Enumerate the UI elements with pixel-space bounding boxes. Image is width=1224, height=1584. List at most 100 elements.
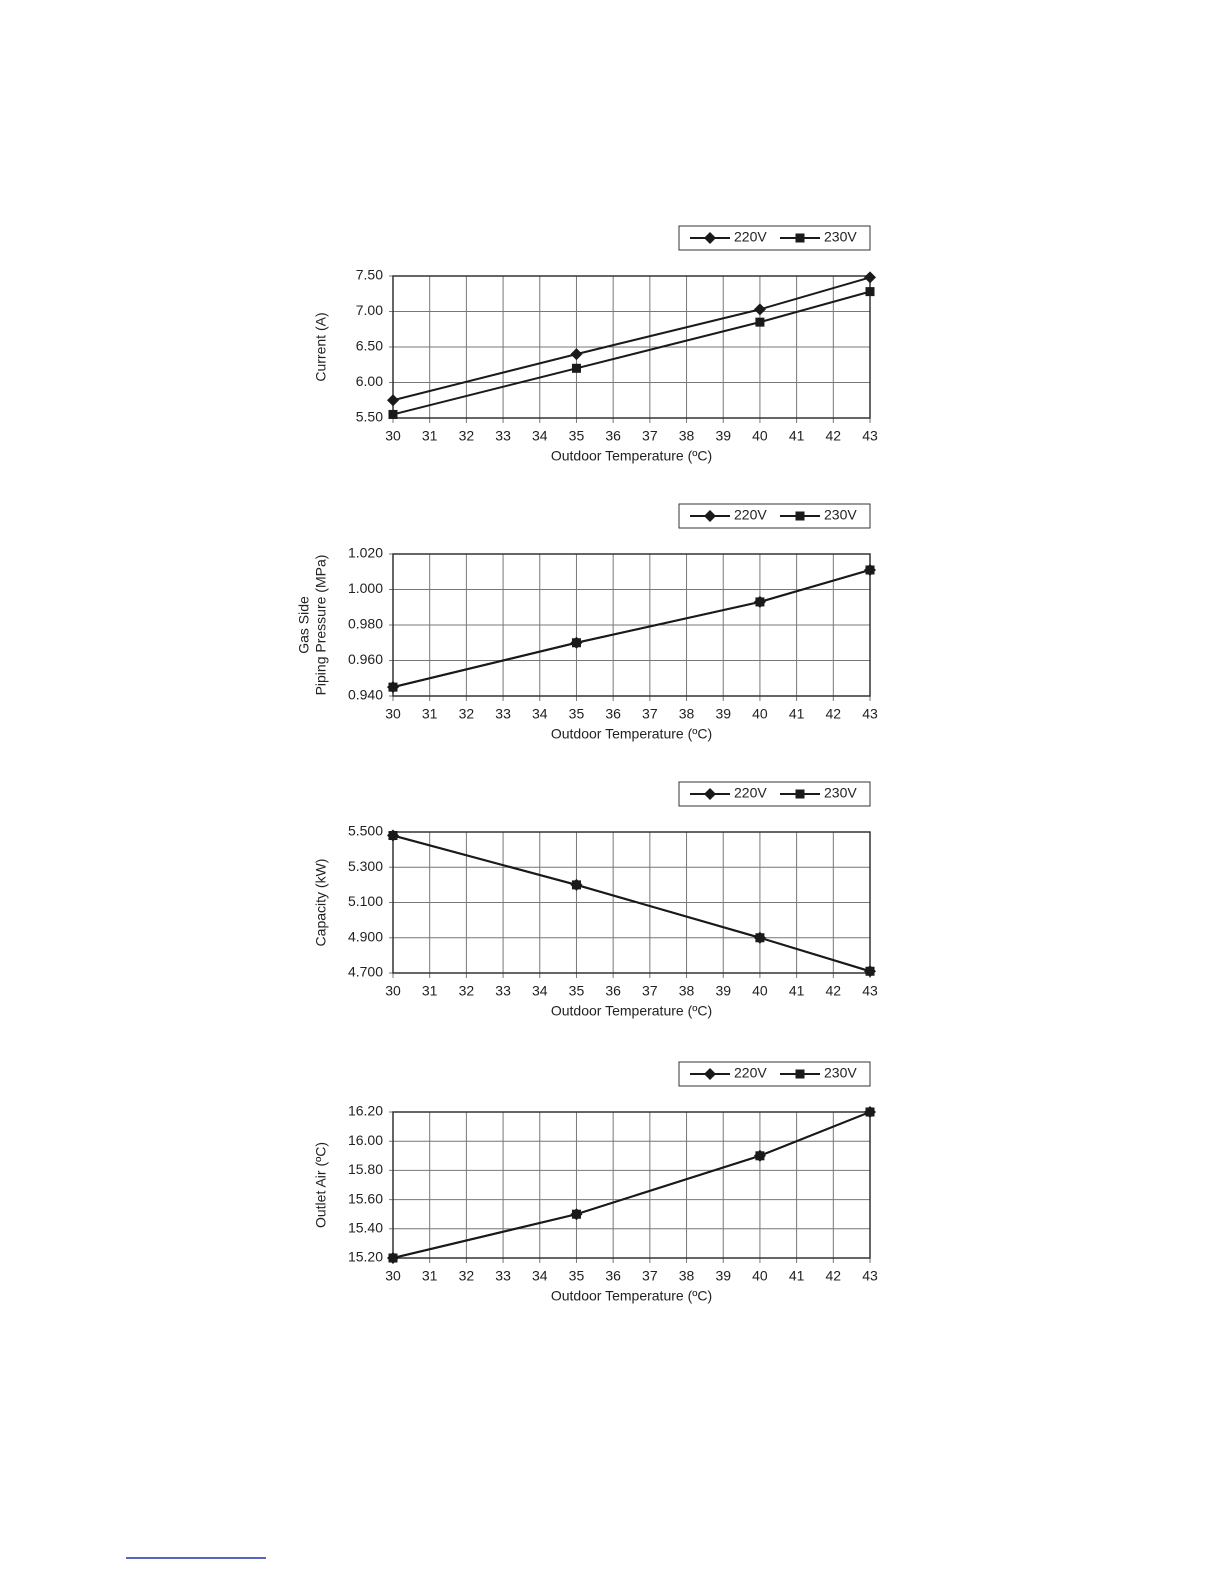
y-tick-label: 16.20 [348, 1103, 383, 1119]
x-tick-label: 34 [532, 983, 548, 999]
y-tick-label: 6.00 [356, 373, 383, 389]
legend-marker [795, 789, 805, 799]
x-tick-label: 41 [789, 1268, 805, 1284]
x-tick-label: 33 [495, 706, 511, 722]
y-tick-label: 4.900 [348, 928, 383, 944]
y-tick-label: 15.60 [348, 1190, 383, 1206]
data-point [387, 394, 399, 407]
y-tick-label: 5.50 [356, 409, 383, 425]
x-tick-label: 35 [569, 1268, 585, 1284]
legend-marker [795, 511, 805, 521]
data-point [571, 638, 581, 648]
legend-label: 230V [824, 1065, 857, 1081]
x-tick-label: 43 [862, 983, 878, 999]
y-axis-title: Gas Side [296, 596, 312, 654]
y-axis-title: Piping Pressure (MPa) [313, 555, 329, 696]
plot-frame [392, 1111, 871, 1259]
x-tick-label: 30 [385, 706, 401, 722]
x-tick-label: 36 [605, 1268, 621, 1284]
y-tick-label: 0.940 [348, 687, 383, 703]
x-tick-label: 35 [569, 706, 585, 722]
x-tick-label: 40 [752, 983, 768, 999]
x-tick-label: 38 [679, 706, 695, 722]
y-tick-label: 0.980 [348, 616, 383, 632]
x-tick-label: 37 [642, 1268, 658, 1284]
legend-label: 220V [734, 785, 767, 801]
y-tick-label: 15.40 [348, 1220, 383, 1236]
x-tick-label: 30 [385, 428, 401, 444]
x-tick-label: 31 [422, 428, 438, 444]
x-tick-label: 37 [642, 428, 658, 444]
x-axis-title: Outdoor Temperature (ºC) [551, 726, 712, 742]
data-point [388, 409, 398, 419]
x-tick-label: 42 [826, 1268, 842, 1284]
x-tick-label: 40 [752, 1268, 768, 1284]
y-tick-label: 16.00 [348, 1132, 383, 1148]
x-tick-label: 39 [715, 1268, 731, 1284]
x-tick-label: 33 [495, 983, 511, 999]
x-tick-label: 43 [862, 1268, 878, 1284]
data-point [571, 880, 581, 890]
x-tick-label: 43 [862, 428, 878, 444]
y-axis-title: Outlet Air (ºC) [313, 1142, 329, 1228]
legend-marker [704, 1068, 716, 1080]
data-point [755, 317, 765, 327]
x-tick-label: 37 [642, 983, 658, 999]
y-tick-label: 15.80 [348, 1161, 383, 1177]
x-tick-label: 38 [679, 983, 695, 999]
data-point [755, 1151, 765, 1161]
x-tick-label: 40 [752, 706, 768, 722]
x-tick-label: 39 [715, 706, 731, 722]
legend-marker [795, 233, 805, 243]
x-tick-label: 38 [679, 1268, 695, 1284]
x-tick-label: 37 [642, 706, 658, 722]
legend-marker [704, 788, 716, 800]
x-tick-label: 42 [826, 706, 842, 722]
data-point [865, 565, 875, 575]
x-tick-label: 39 [715, 428, 731, 444]
y-tick-label: 15.20 [348, 1249, 383, 1265]
x-tick-label: 36 [605, 706, 621, 722]
data-point [865, 966, 875, 976]
y-tick-label: 7.50 [356, 267, 383, 283]
x-tick-label: 34 [532, 428, 548, 444]
data-point [571, 363, 581, 373]
y-axis-title: Current (A) [313, 312, 329, 381]
series-line [392, 1111, 871, 1259]
x-tick-label: 38 [679, 428, 695, 444]
x-tick-label: 31 [422, 706, 438, 722]
data-point [865, 287, 875, 297]
y-tick-label: 1.000 [348, 580, 383, 596]
legend-marker [704, 232, 716, 244]
data-point [755, 597, 765, 607]
x-tick-label: 41 [789, 428, 805, 444]
x-tick-label: 41 [789, 983, 805, 999]
x-tick-label: 30 [385, 1268, 401, 1284]
legend-marker [704, 510, 716, 522]
x-tick-label: 34 [532, 706, 548, 722]
data-point [388, 682, 398, 692]
x-tick-label: 31 [422, 983, 438, 999]
data-point [865, 1107, 875, 1117]
x-tick-label: 43 [862, 706, 878, 722]
legend-label: 220V [734, 229, 767, 245]
legend-label: 230V [824, 229, 857, 245]
x-axis-title: Outdoor Temperature (ºC) [551, 1003, 712, 1019]
x-axis-title: Outdoor Temperature (ºC) [551, 1288, 712, 1304]
x-tick-label: 42 [826, 428, 842, 444]
x-tick-label: 30 [385, 983, 401, 999]
x-axis-title: Outdoor Temperature (ºC) [551, 448, 712, 464]
y-tick-label: 5.500 [348, 823, 383, 839]
x-tick-label: 32 [459, 706, 475, 722]
x-tick-label: 31 [422, 1268, 438, 1284]
x-tick-label: 33 [495, 428, 511, 444]
y-tick-label: 5.100 [348, 893, 383, 909]
x-tick-label: 33 [495, 1268, 511, 1284]
plot-frame [392, 553, 871, 697]
plot-frame [392, 831, 871, 974]
x-tick-label: 34 [532, 1268, 548, 1284]
x-tick-label: 32 [459, 983, 475, 999]
x-tick-label: 35 [569, 428, 585, 444]
legend-label: 230V [824, 507, 857, 523]
